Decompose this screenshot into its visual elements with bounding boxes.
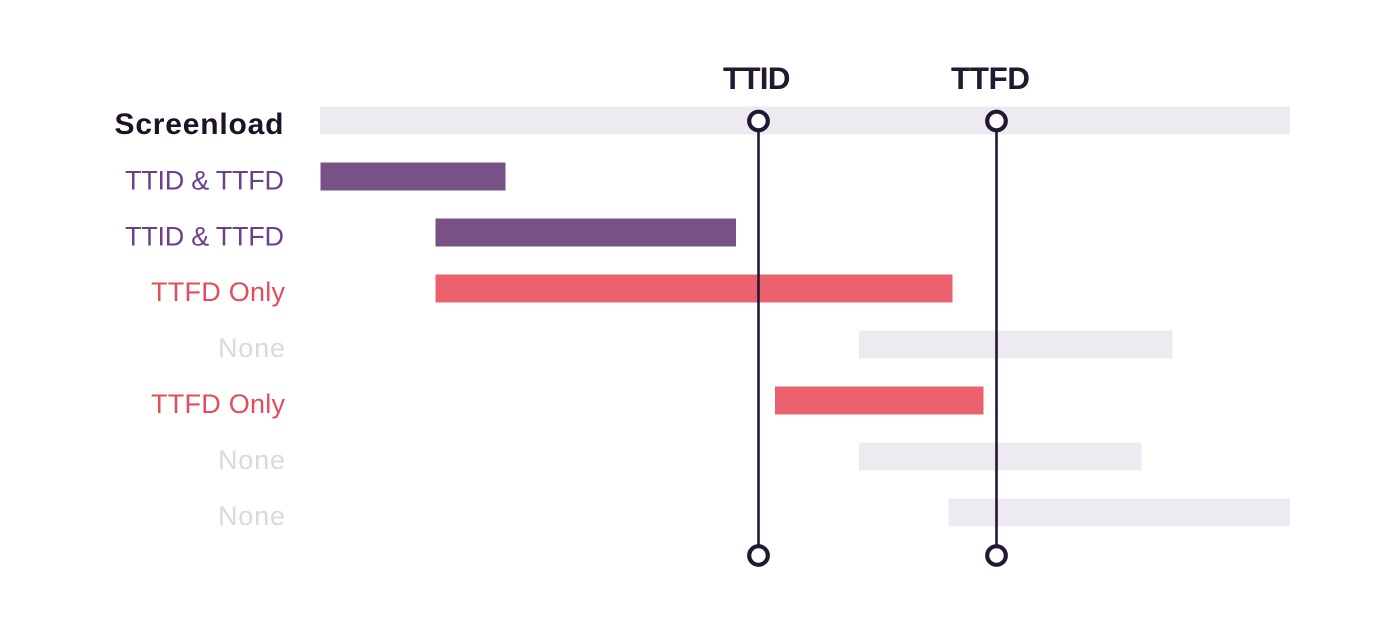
svg-text:TTID & TTFD: TTID & TTFD [125, 222, 284, 252]
svg-text:None: None [218, 501, 285, 531]
svg-text:TTFD: TTFD [951, 60, 1030, 96]
svg-text:TTID & TTFD: TTID & TTFD [125, 166, 284, 196]
svg-text:TTFD Only: TTFD Only [151, 389, 286, 419]
svg-text:None: None [218, 333, 285, 363]
svg-text:Screenload: Screenload [115, 108, 284, 141]
svg-text:None: None [218, 445, 285, 475]
svg-text:TTID: TTID [723, 60, 791, 96]
svg-text:TTFD Only: TTFD Only [151, 277, 286, 307]
